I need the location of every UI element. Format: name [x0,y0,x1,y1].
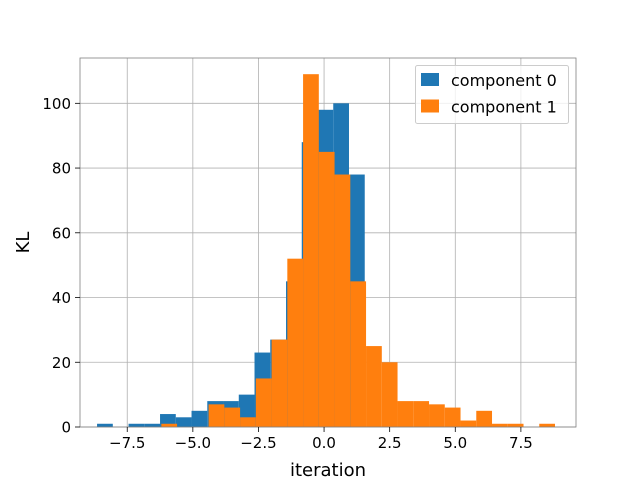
histogram-bar [271,339,288,427]
histogram-bar [240,417,256,427]
histogram-bar [334,174,351,427]
histogram-bar [350,281,367,427]
legend: component 0 component 1 [415,65,569,124]
axes-frame [79,57,577,428]
histogram-bar [303,74,319,428]
bars-layer [97,74,556,428]
y-tick-label: 80 [52,160,71,178]
y-tick-label: 60 [52,224,71,242]
histogram-bar [460,420,477,427]
legend-swatch-component-0 [421,73,439,86]
histogram-bar [191,410,208,427]
series-component-1 [161,74,556,428]
y-axis-label: KL [13,232,34,254]
y-tick-label: 40 [52,289,71,307]
y-tick-label: 0 [61,419,71,437]
x-axis-label: iteration [290,460,366,480]
x-tick-label: −7.5 [109,434,145,452]
x-tick-label: 0.0 [312,434,336,452]
x-tick-label: −5.0 [175,434,211,452]
histogram-bar [255,378,272,427]
histogram-bar [444,407,461,427]
histogram-bar [175,417,192,427]
histogram-bar [492,423,508,427]
x-axis: −7.5 −5.0 −2.5 0.0 2.5 5.0 7.5 [109,427,533,452]
x-tick-label: 5.0 [443,434,467,452]
histogram-bar [97,423,113,427]
legend-label-component-0: component 0 [451,71,557,90]
legend-swatch-component-1 [421,99,439,113]
y-tick-label: 20 [52,354,71,372]
histogram-bar [381,362,398,427]
x-tick-label: −2.5 [240,434,276,452]
legend-box [415,65,569,124]
histogram-bar [224,407,241,427]
histogram-bar [128,423,145,427]
histogram-bar [476,410,493,427]
histogram-bar [144,423,161,427]
histogram-bar [287,258,304,427]
x-tick-label: 7.5 [509,434,533,452]
histogram-bar [413,401,430,427]
histogram-bar [366,346,382,427]
histogram-bar [429,404,445,427]
histogram-bar [539,423,556,427]
histogram-bar [507,423,524,427]
y-tick-label: 100 [42,95,71,113]
histogram-bar [208,404,225,427]
legend-label-component-1: component 1 [451,98,557,117]
y-axis: 0 20 40 60 80 100 [42,95,80,437]
histogram-bar [397,401,414,427]
histogram-bar [318,151,335,428]
x-tick-label: 2.5 [378,434,402,452]
histogram-bar [161,423,178,427]
